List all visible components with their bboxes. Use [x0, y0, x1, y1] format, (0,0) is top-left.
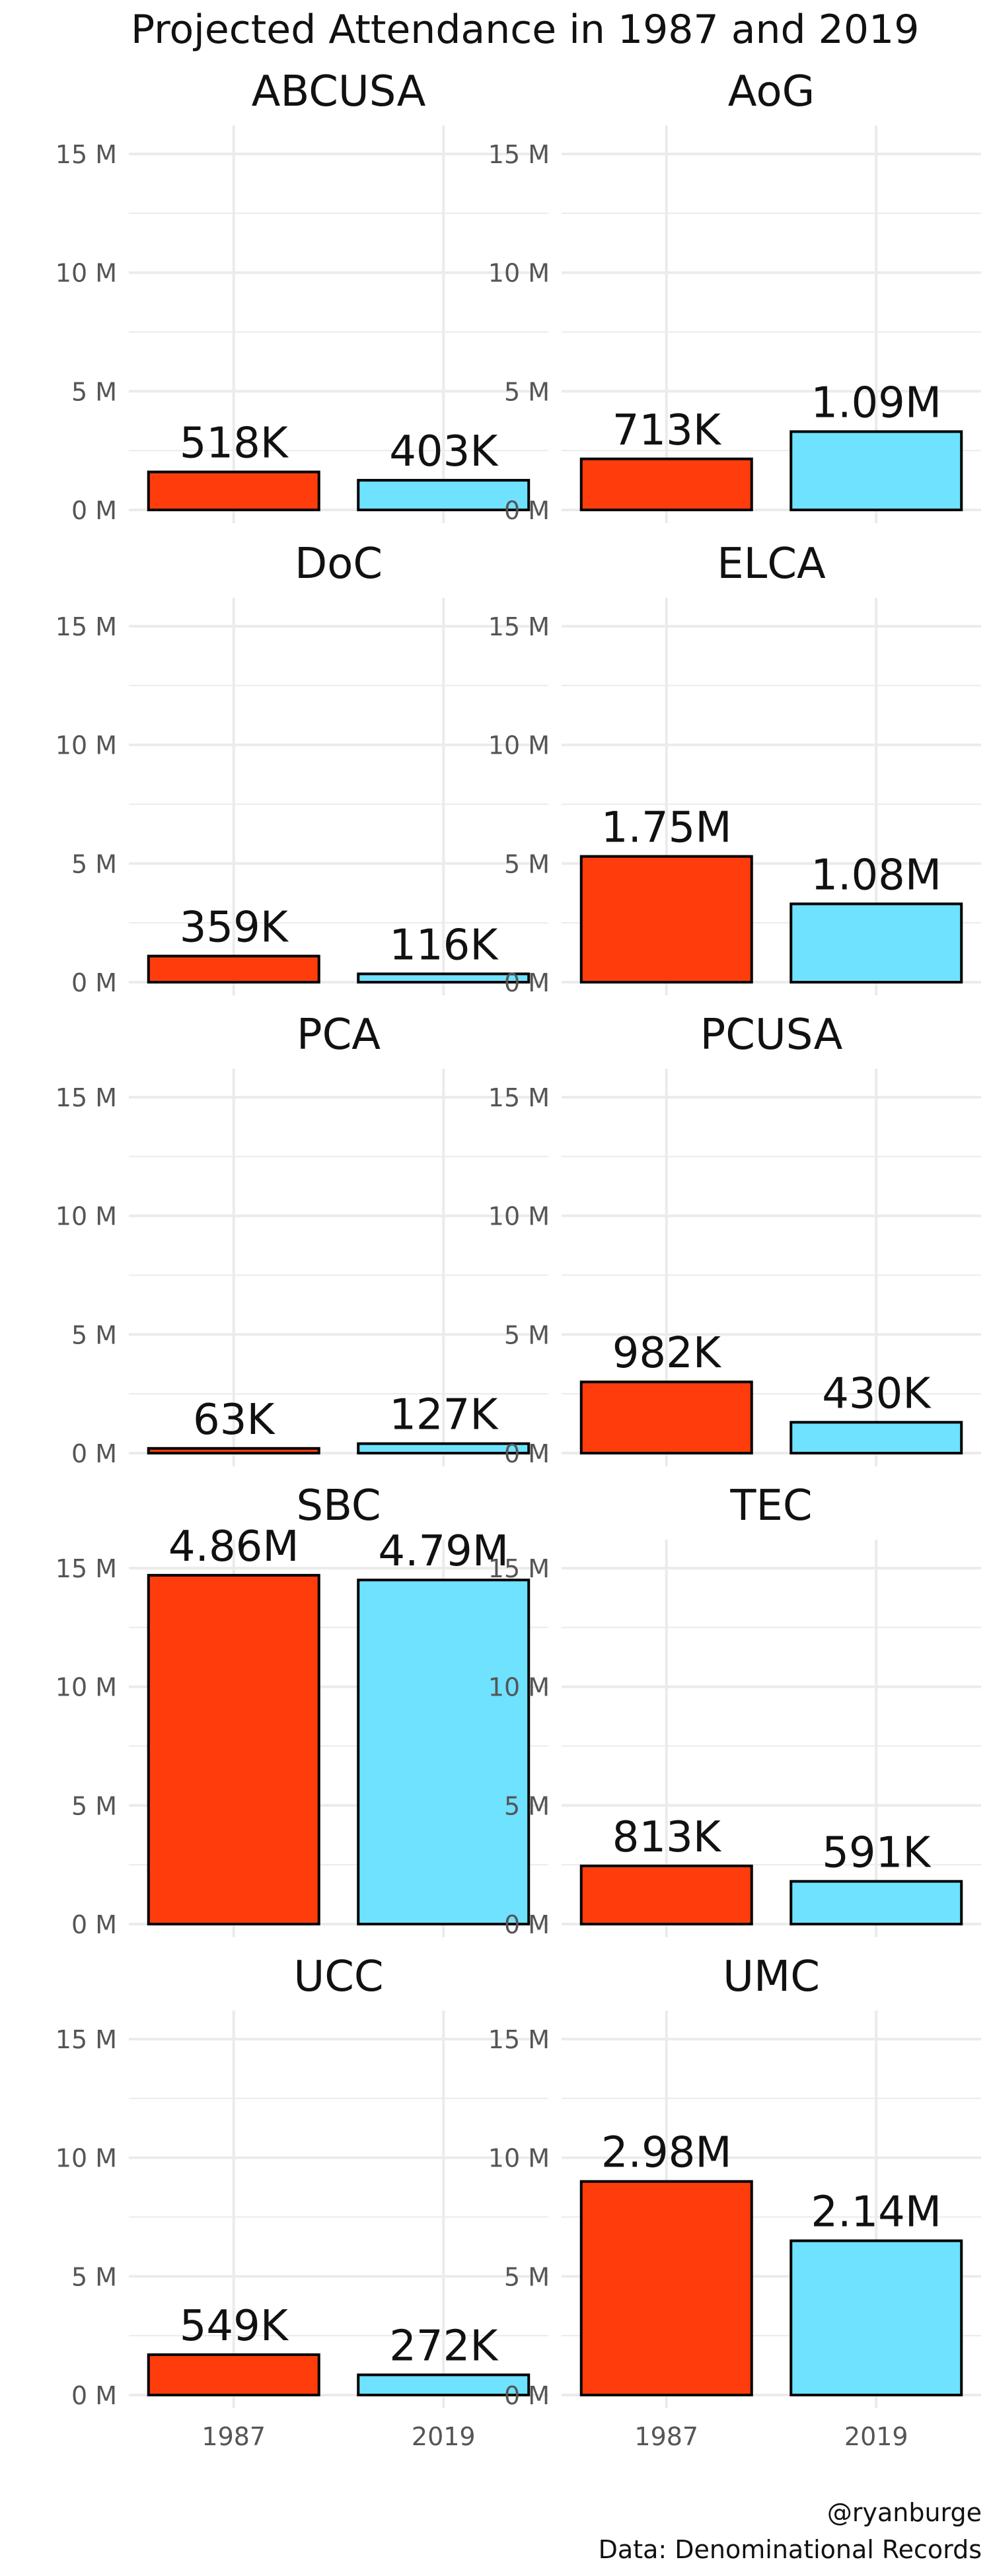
data-label-elca-2019: 1.08M: [811, 851, 941, 900]
data-label-doc-2019: 116K: [389, 921, 499, 970]
panel-title-abcusa: ABCUSA: [252, 67, 426, 116]
y-tick-label: 0 M: [71, 1439, 117, 1468]
data-label-aog-2019: 1.09M: [811, 378, 941, 427]
y-tick-label: 15 M: [55, 1083, 117, 1112]
panel-title-sbc: SBC: [296, 1482, 381, 1530]
y-tick-label: 10 M: [55, 731, 117, 760]
y-tick-label: 10 M: [55, 2144, 117, 2173]
x-tick-label: 1987: [202, 2422, 266, 2451]
data-label-tec-2019: 591K: [822, 1828, 932, 1877]
panel-title-pcusa: PCUSA: [700, 1011, 843, 1059]
y-tick-label: 5 M: [504, 1791, 550, 1820]
y-tick-label: 10 M: [488, 2144, 550, 2173]
bar-aog-1987: [579, 457, 753, 512]
y-tick-label: 15 M: [55, 612, 117, 641]
y-tick-label: 15 M: [488, 1083, 550, 1112]
y-tick-label: 10 M: [488, 259, 550, 288]
data-label-pca-2019: 127K: [389, 1391, 499, 1440]
bar-pcusa-1987: [579, 1380, 753, 1454]
bar-ucc-1987: [147, 2353, 320, 2397]
y-tick-label: 15 M: [488, 1554, 550, 1583]
x-tick-label: 2019: [412, 2422, 476, 2451]
y-tick-label: 15 M: [55, 140, 117, 169]
bar-umc-2019: [789, 2239, 963, 2396]
bar-elca-1987: [579, 855, 753, 984]
y-tick-label: 15 M: [55, 1554, 117, 1583]
data-label-pcusa-1987: 982K: [612, 1329, 722, 1378]
y-tick-label: 0 M: [71, 968, 117, 997]
bar-umc-1987: [579, 2180, 753, 2397]
y-tick-label: 10 M: [488, 731, 550, 760]
y-tick-label: 0 M: [504, 496, 550, 525]
data-label-pca-1987: 63K: [193, 1396, 275, 1445]
bar-pcusa-2019: [789, 1421, 963, 1455]
x-tick-label: 2019: [844, 2422, 908, 2451]
data-label-ucc-1987: 549K: [180, 2302, 289, 2351]
panel-title-elca: ELCA: [717, 540, 826, 589]
y-tick-label: 5 M: [504, 1320, 550, 1349]
y-tick-label: 5 M: [504, 377, 550, 406]
data-label-abcusa-1987: 518K: [180, 419, 289, 468]
bar-ucc-2019: [357, 2373, 531, 2396]
bar-pca-2019: [357, 1442, 531, 1455]
y-tick-label: 10 M: [488, 1673, 550, 1702]
chart-title: Projected Attendance in 1987 and 2019: [131, 7, 920, 53]
y-tick-label: 5 M: [71, 849, 117, 878]
bar-doc-1987: [147, 954, 320, 984]
y-tick-label: 15 M: [488, 2025, 550, 2054]
y-tick-label: 5 M: [504, 2262, 550, 2291]
bar-pca-1987: [147, 1447, 320, 1454]
data-label-sbc-1987: 4.86M: [168, 1522, 299, 1571]
data-label-umc-1987: 2.98M: [601, 2129, 732, 2178]
y-tick-label: 15 M: [55, 2025, 117, 2054]
y-tick-label: 0 M: [504, 968, 550, 997]
bar-abcusa-1987: [147, 470, 320, 511]
panel-title-doc: DoC: [295, 540, 383, 589]
panel-title-umc: UMC: [723, 1952, 820, 2001]
bar-abcusa-2019: [357, 479, 531, 511]
y-tick-label: 15 M: [488, 612, 550, 641]
bar-aog-2019: [789, 430, 963, 512]
bar-tec-2019: [789, 1880, 963, 1925]
y-tick-label: 5 M: [71, 1791, 117, 1820]
y-tick-label: 10 M: [488, 1202, 550, 1231]
bar-sbc-1987: [147, 1573, 320, 1925]
data-label-doc-1987: 359K: [180, 903, 289, 952]
y-tick-label: 5 M: [71, 1320, 117, 1349]
data-label-tec-1987: 813K: [612, 1813, 722, 1862]
y-tick-label: 0 M: [504, 1910, 550, 1939]
bar-tec-1987: [579, 1864, 753, 1925]
x-tick-label: 1987: [634, 2422, 698, 2451]
y-tick-label: 0 M: [504, 1439, 550, 1468]
y-tick-label: 10 M: [55, 1202, 117, 1231]
y-tick-label: 5 M: [504, 849, 550, 878]
data-label-abcusa-2019: 403K: [389, 427, 499, 476]
bar-doc-2019: [357, 972, 531, 984]
data-label-ucc-2019: 272K: [389, 2322, 499, 2371]
y-tick-label: 0 M: [71, 496, 117, 525]
panel-title-ucc: UCC: [293, 1952, 383, 2001]
bar-sbc-2019: [357, 1579, 531, 1925]
y-tick-label: 5 M: [71, 2262, 117, 2291]
y-tick-label: 15 M: [488, 140, 550, 169]
data-label-umc-2019: 2.14M: [811, 2188, 941, 2236]
caption-source: Data: Denominational Records: [598, 2535, 982, 2564]
panel-title-aog: AoG: [728, 67, 815, 116]
y-tick-label: 10 M: [55, 259, 117, 288]
bar-elca-2019: [789, 902, 963, 984]
y-tick-label: 10 M: [55, 1673, 117, 1702]
data-label-elca-1987: 1.75M: [601, 804, 732, 853]
caption-author: @ryanburge: [826, 2498, 982, 2527]
data-label-pcusa-2019: 430K: [822, 1369, 932, 1418]
panel-title-tec: TEC: [729, 1482, 812, 1530]
panel-title-pca: PCA: [297, 1011, 381, 1059]
y-tick-label: 0 M: [71, 2381, 117, 2410]
y-tick-label: 0 M: [504, 2381, 550, 2410]
data-label-sbc-2019: 4.79M: [378, 1527, 509, 1576]
data-label-aog-1987: 713K: [612, 406, 722, 455]
y-tick-label: 5 M: [71, 377, 117, 406]
y-tick-label: 0 M: [71, 1910, 117, 1939]
